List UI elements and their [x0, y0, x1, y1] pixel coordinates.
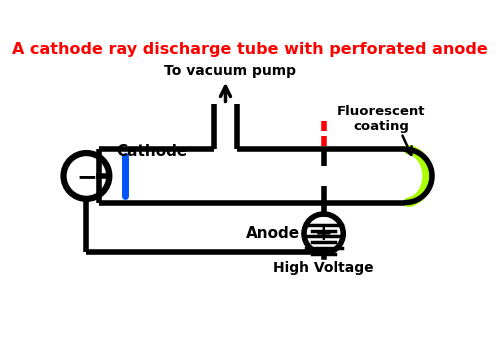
Text: −: −	[76, 166, 97, 190]
Text: Fluorescent
coating: Fluorescent coating	[336, 105, 425, 133]
Text: A cathode ray discharge tube with perforated anode: A cathode ray discharge tube with perfor…	[12, 42, 488, 57]
Text: Anode: Anode	[246, 226, 300, 241]
Text: +: +	[315, 224, 332, 244]
Text: Cathode: Cathode	[116, 144, 187, 159]
Text: High Voltage: High Voltage	[274, 261, 374, 275]
Text: To vacuum pump: To vacuum pump	[164, 64, 296, 78]
